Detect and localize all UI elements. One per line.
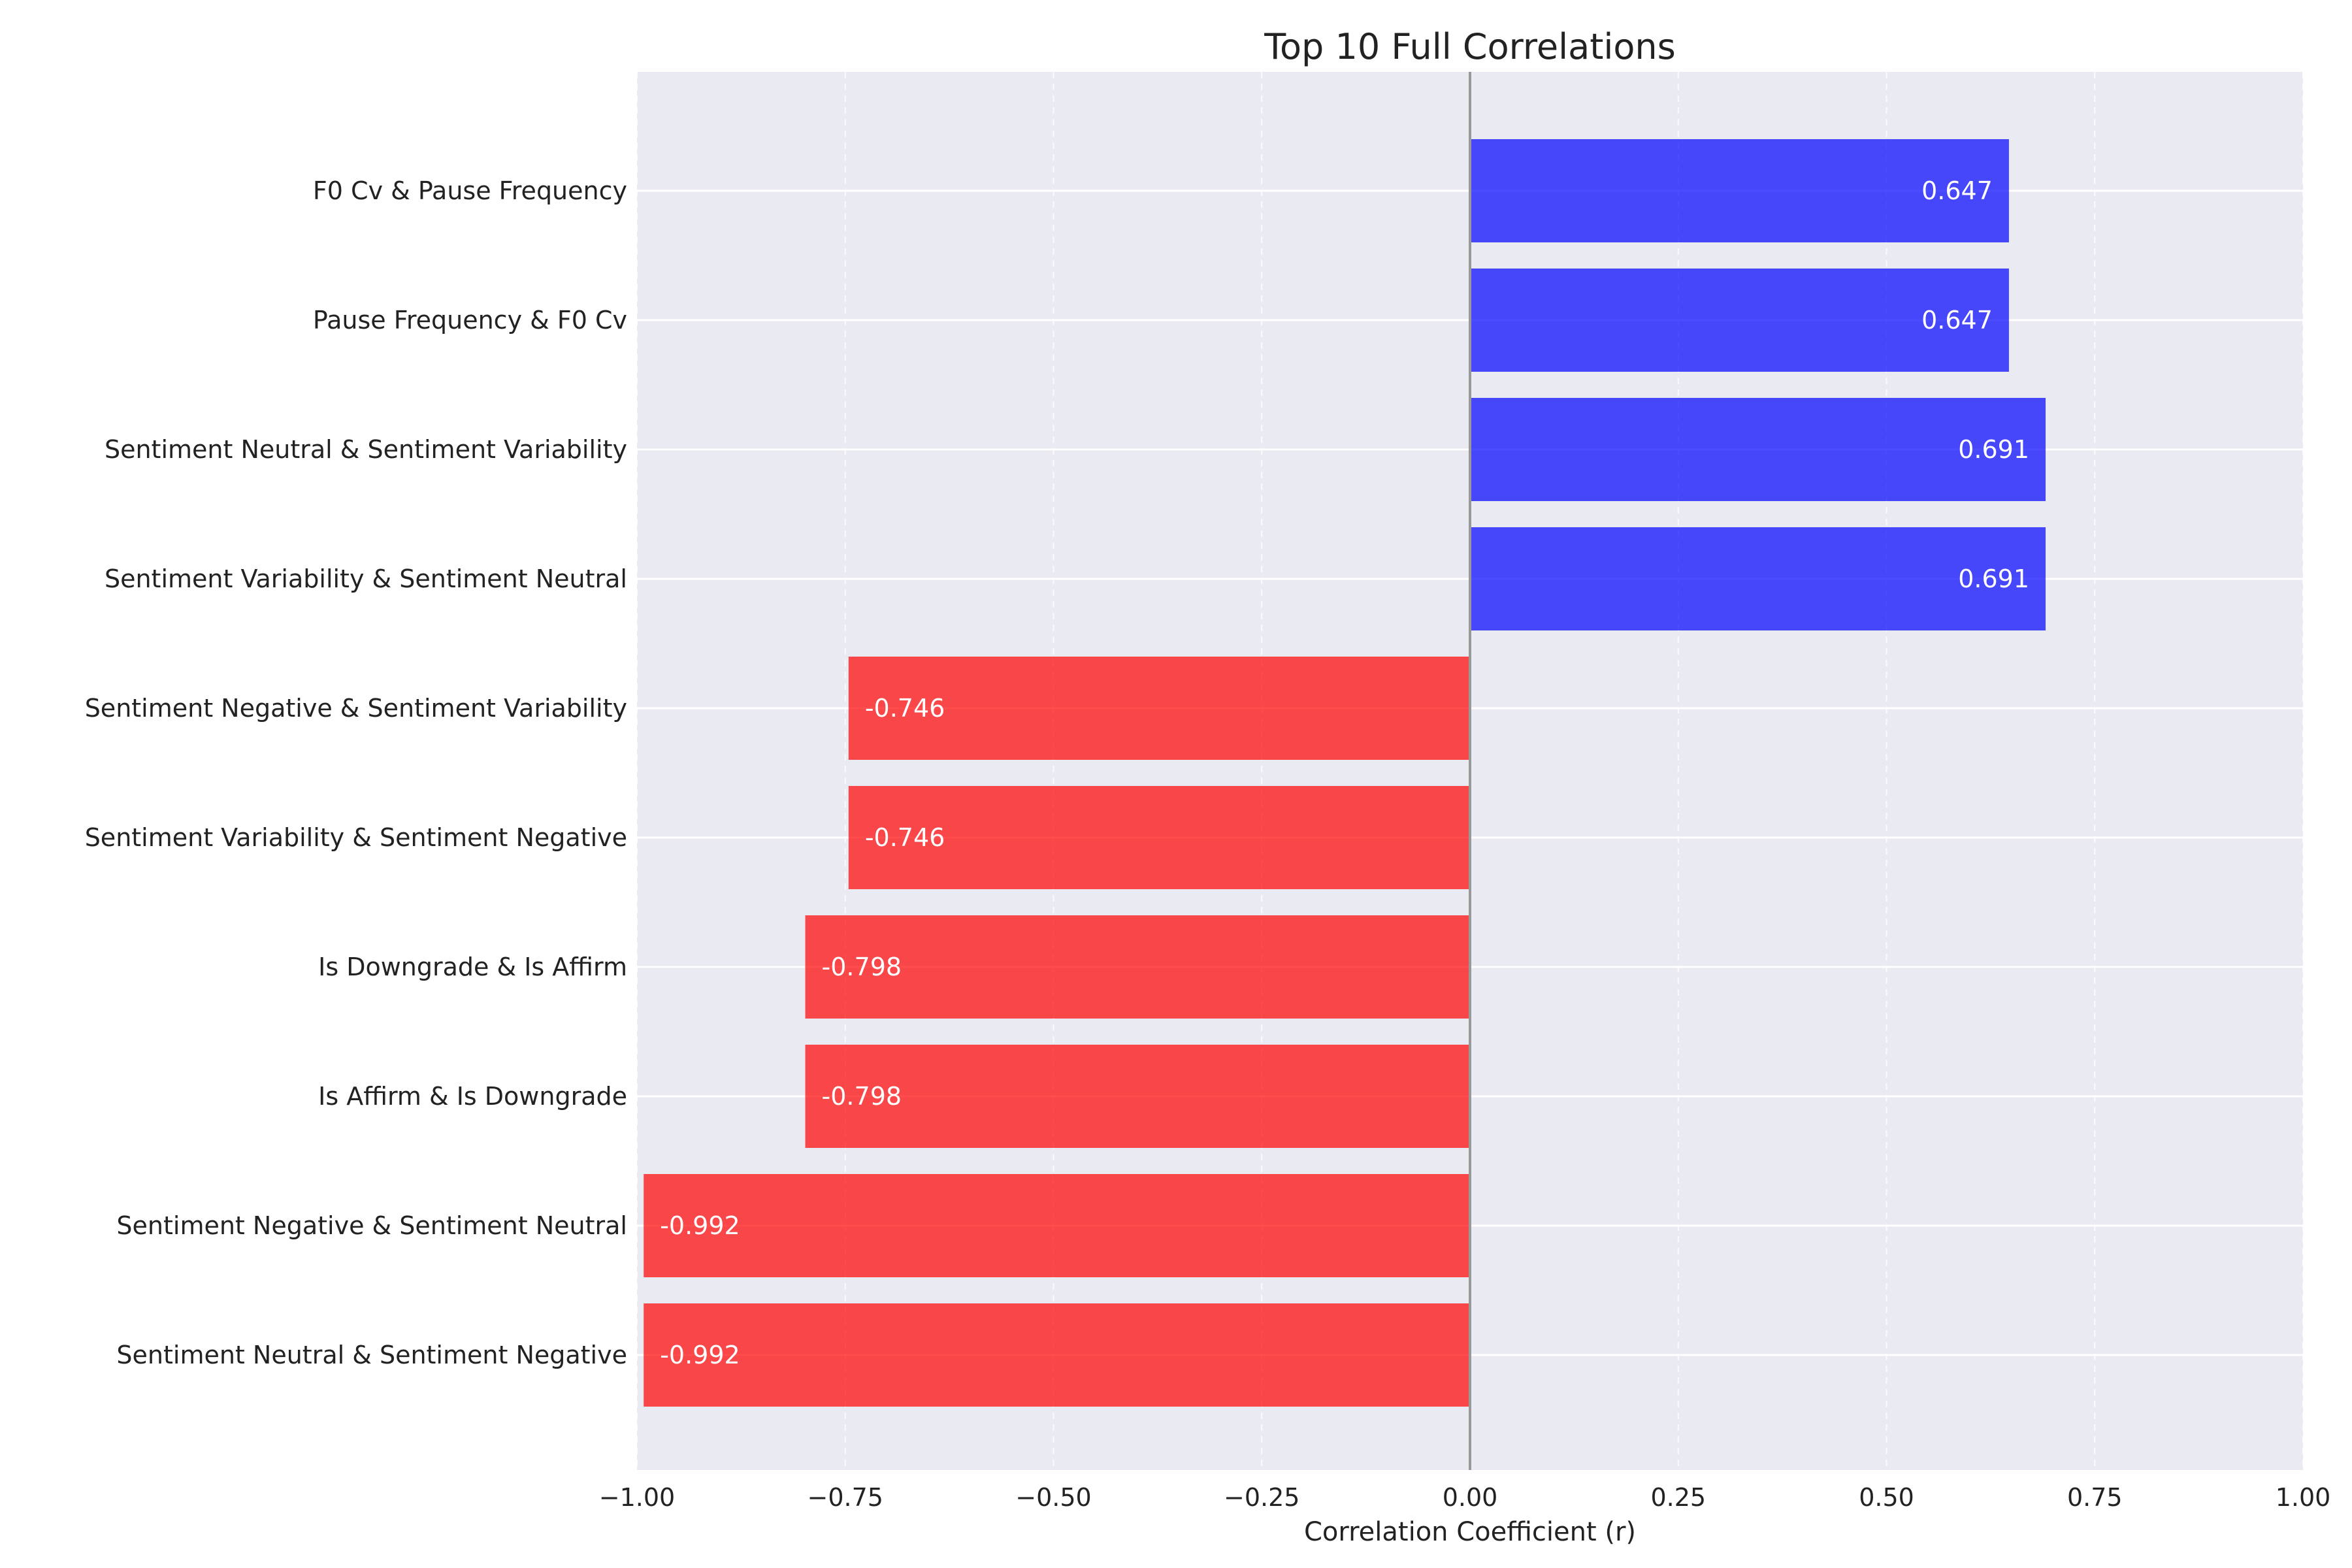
y-axis-tick-labels: F0 Cv & Pause Frequency Pause Frequency &… — [85, 176, 627, 1369]
bar — [644, 1303, 1471, 1407]
y-tick-label: Sentiment Neutral & Sentiment Variabilit… — [105, 435, 627, 464]
bar-value-label: -0.798 — [822, 953, 902, 981]
x-tick-label: 1.00 — [2276, 1483, 2331, 1512]
bar — [805, 915, 1470, 1019]
bar-value-labels: 0.647 0.647 0.691 0.691 -0.746 -0.746 -0.798 -0… — [660, 176, 2029, 1369]
y-tick-label: Pause Frequency & F0 Cv — [313, 306, 627, 335]
x-axis-label: Correlation Coefficient (r) — [1304, 1517, 1636, 1547]
bar-value-label: 0.647 — [1921, 306, 1993, 335]
y-tick-label: Sentiment Negative & Sentiment Neutral — [116, 1211, 627, 1240]
bars — [644, 139, 2046, 1407]
bar-value-label: -0.992 — [660, 1341, 740, 1369]
y-tick-label: F0 Cv & Pause Frequency — [313, 176, 627, 205]
y-tick-label: Sentiment Negative & Sentiment Variabili… — [85, 694, 627, 723]
x-tick-label: 0.75 — [2067, 1483, 2123, 1512]
x-tick-label: −1.00 — [599, 1483, 675, 1512]
bar-value-label: 0.647 — [1921, 176, 1993, 205]
x-tick-label: −0.75 — [808, 1483, 883, 1512]
bar — [1470, 527, 2046, 630]
x-tick-label: 0.00 — [1443, 1483, 1498, 1512]
y-tick-label: Sentiment Variability & Sentiment Neutra… — [105, 564, 627, 593]
chart-title: Top 10 Full Correlations — [1264, 26, 1676, 67]
x-tick-label: 0.50 — [1859, 1483, 1914, 1512]
x-tick-label: −0.25 — [1224, 1483, 1299, 1512]
bar — [1470, 139, 2009, 242]
y-tick-label: Is Affirm & Is Downgrade — [318, 1082, 627, 1111]
y-tick-label: Sentiment Variability & Sentiment Negati… — [85, 823, 627, 852]
bar — [848, 786, 1470, 889]
bar-value-label: 0.691 — [1958, 435, 2029, 464]
bar — [1470, 398, 2046, 501]
bar-value-label: -0.992 — [660, 1211, 740, 1240]
bar-value-label: 0.691 — [1958, 564, 2029, 593]
bar — [644, 1174, 1471, 1277]
bar-value-label: -0.798 — [822, 1082, 902, 1111]
y-tick-label: Sentiment Neutral & Sentiment Negative — [116, 1341, 627, 1369]
x-tick-label: 0.25 — [1650, 1483, 1706, 1512]
bar — [848, 657, 1470, 760]
x-axis-tick-labels: −1.00 −0.75 −0.50 −0.25 0.00 0.25 0.50 0.75 1.00 — [599, 1483, 2331, 1512]
x-tick-label: −0.50 — [1015, 1483, 1091, 1512]
y-tick-label: Is Downgrade & Is Affirm — [318, 953, 627, 981]
bar — [1470, 269, 2009, 372]
bar — [805, 1045, 1470, 1148]
bar-value-label: -0.746 — [865, 823, 945, 852]
bar-value-label: -0.746 — [865, 694, 945, 723]
